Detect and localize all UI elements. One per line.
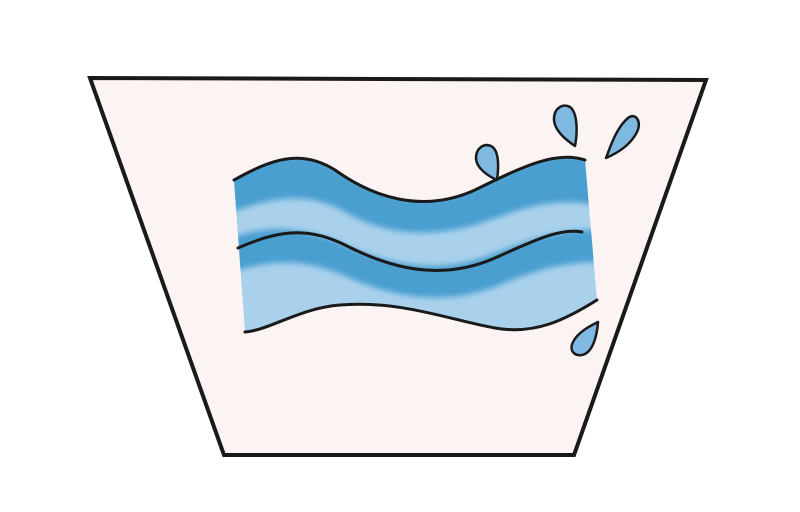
drop-icon [604,115,641,160]
wave-stripe-middle [234,229,597,298]
wave-line-middle [236,229,584,272]
wave-stripe-top [234,157,595,233]
drop-icon [474,143,500,182]
wave-line-bottom [243,298,599,334]
drop-icon [570,320,600,357]
wave-line-top [232,155,587,203]
drop-icon [552,104,578,148]
water-drops [474,104,641,357]
